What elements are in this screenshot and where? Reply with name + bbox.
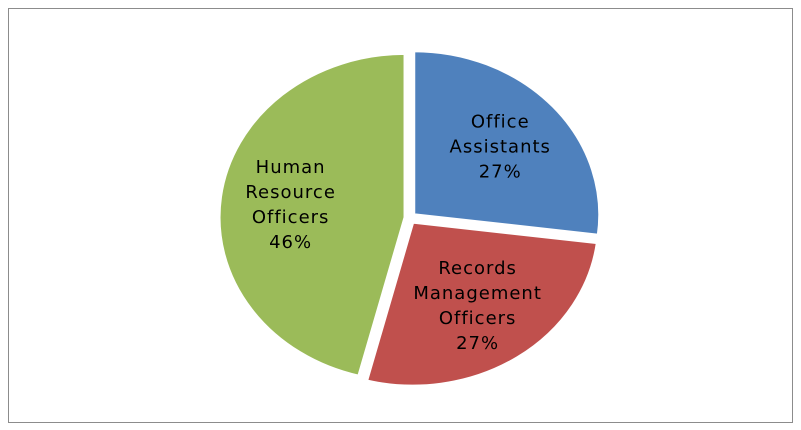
slice-label: Office Assistants 27% bbox=[435, 110, 565, 185]
pie-slice bbox=[217, 51, 407, 378]
pie-slice bbox=[412, 49, 602, 237]
slice-category: Records Management Officers bbox=[413, 258, 542, 330]
slice-category: Human Resource Officers bbox=[245, 156, 336, 228]
slice-label: Human Resource Officers 46% bbox=[226, 155, 356, 255]
slice-label: Records Management Officers 27% bbox=[413, 256, 543, 356]
slice-value: 46% bbox=[269, 231, 313, 253]
slice-value: 27% bbox=[478, 161, 522, 183]
slice-value: 27% bbox=[456, 333, 500, 355]
pie-slice bbox=[364, 220, 600, 388]
slice-category: Office Assistants bbox=[449, 111, 551, 158]
